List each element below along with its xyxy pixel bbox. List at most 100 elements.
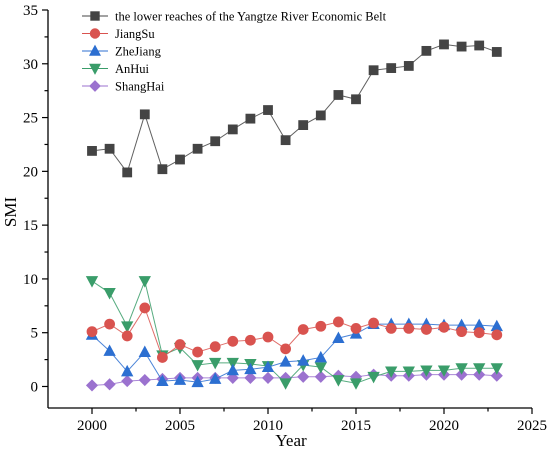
data-point-2-10 xyxy=(261,360,275,373)
series-line-3 xyxy=(91,279,497,384)
data-point-0-1 xyxy=(104,143,115,154)
data-point-3-11 xyxy=(279,378,292,390)
data-point-0-16 xyxy=(368,65,379,76)
data-point-2-7 xyxy=(209,372,222,384)
data-point-1-14 xyxy=(332,316,344,328)
data-point-4-9 xyxy=(244,371,257,384)
legend-label-4: ShangHai xyxy=(115,80,165,94)
y-tick-label-4: 20 xyxy=(23,164,38,180)
data-point-2-5 xyxy=(173,373,187,385)
data-point-0-10 xyxy=(263,105,273,115)
data-point-3-18 xyxy=(402,366,415,378)
data-point-0-14 xyxy=(333,90,344,100)
data-point-0-12 xyxy=(298,120,309,130)
data-point-1-0 xyxy=(86,326,98,338)
data-point-1-15 xyxy=(350,322,362,334)
data-point-3-21 xyxy=(455,363,468,375)
data-point-0-23 xyxy=(491,47,502,57)
legend-marker-3 xyxy=(89,63,101,75)
data-point-3-15 xyxy=(349,378,363,390)
data-point-2-4 xyxy=(156,374,169,387)
x-tick-label-4: 2020 xyxy=(429,418,459,434)
data-point-3-2 xyxy=(121,321,134,333)
data-point-3-7 xyxy=(209,357,222,370)
plot-area xyxy=(85,39,503,392)
legend-entry-2: ZheJiang xyxy=(82,45,162,59)
data-point-3-0 xyxy=(85,276,99,288)
y-tick-label-1: 5 xyxy=(31,326,39,342)
data-point-0-15 xyxy=(351,94,361,105)
y-axis-title: SMI xyxy=(1,197,20,228)
data-point-4-3 xyxy=(138,373,151,387)
data-point-0-11 xyxy=(280,135,291,146)
data-point-1-5 xyxy=(174,339,186,350)
series-3 xyxy=(85,276,503,390)
series-line-0 xyxy=(91,43,497,174)
legend-marker-0 xyxy=(90,11,100,21)
y-tick-label-0: 0 xyxy=(31,379,39,395)
data-point-3-19 xyxy=(420,365,433,377)
data-point-1-1 xyxy=(104,318,115,330)
data-point-3-3 xyxy=(138,276,151,288)
data-point-3-14 xyxy=(332,375,345,387)
x-tick-label-0: 2000 xyxy=(77,418,107,434)
data-point-1-21 xyxy=(456,326,468,338)
data-point-3-20 xyxy=(437,365,451,377)
series-line-4 xyxy=(91,374,497,386)
y-tick-label-5: 25 xyxy=(23,111,38,127)
data-point-1-7 xyxy=(209,341,221,353)
data-point-3-16 xyxy=(367,371,380,384)
data-point-1-17 xyxy=(385,322,397,334)
x-axis-title: Year xyxy=(275,431,307,450)
data-point-2-11 xyxy=(279,355,292,367)
x-tick-label-5: 2025 xyxy=(517,418,547,434)
data-point-0-5 xyxy=(175,154,185,165)
y-tick-label-3: 15 xyxy=(23,218,38,234)
x-tick-label-2: 2010 xyxy=(253,418,283,434)
data-point-4-2 xyxy=(121,375,134,388)
data-point-0-21 xyxy=(456,41,467,52)
data-point-0-3 xyxy=(139,109,150,120)
data-point-4-10 xyxy=(261,371,275,384)
data-point-0-18 xyxy=(403,61,414,71)
data-point-2-9 xyxy=(244,362,257,375)
data-point-1-16 xyxy=(368,317,380,329)
x-tick-label-3: 2015 xyxy=(341,418,371,434)
data-point-3-1 xyxy=(103,288,116,300)
legend-label-0: the lower reaches of the Yangtze River E… xyxy=(115,10,387,24)
legend-label-3: AnHui xyxy=(115,62,150,76)
legend-marker-2 xyxy=(89,44,101,56)
series-4 xyxy=(85,368,503,392)
data-point-2-13 xyxy=(314,350,327,363)
data-point-3-23 xyxy=(490,363,503,375)
y-tick-label-7: 35 xyxy=(23,3,38,19)
data-point-0-9 xyxy=(245,113,256,124)
data-point-4-0 xyxy=(85,379,99,392)
legend-marker-4 xyxy=(89,80,101,92)
data-point-0-4 xyxy=(157,164,168,175)
data-point-0-13 xyxy=(315,110,326,121)
data-point-2-14 xyxy=(332,331,345,343)
legend-label-2: ZheJiang xyxy=(115,45,162,59)
data-point-1-18 xyxy=(403,322,415,334)
y-tick-label-2: 10 xyxy=(23,272,38,288)
data-point-4-1 xyxy=(103,378,116,391)
data-point-0-19 xyxy=(421,45,432,56)
data-point-0-7 xyxy=(210,136,221,147)
data-point-0-8 xyxy=(227,124,238,135)
data-point-3-13 xyxy=(314,362,327,374)
data-point-2-12 xyxy=(297,354,310,366)
data-point-1-12 xyxy=(297,324,309,335)
data-point-2-2 xyxy=(121,364,134,377)
series-0 xyxy=(87,39,502,178)
data-point-1-13 xyxy=(315,320,327,332)
y-tick-label-6: 30 xyxy=(23,57,38,73)
x-tick-label-1: 2005 xyxy=(165,418,195,434)
legend-entry-1: JiangSu xyxy=(82,27,155,41)
data-point-2-8 xyxy=(226,363,239,376)
data-point-3-6 xyxy=(191,360,204,372)
data-point-2-6 xyxy=(191,375,204,388)
data-point-0-2 xyxy=(122,167,133,178)
data-point-3-8 xyxy=(226,357,239,370)
